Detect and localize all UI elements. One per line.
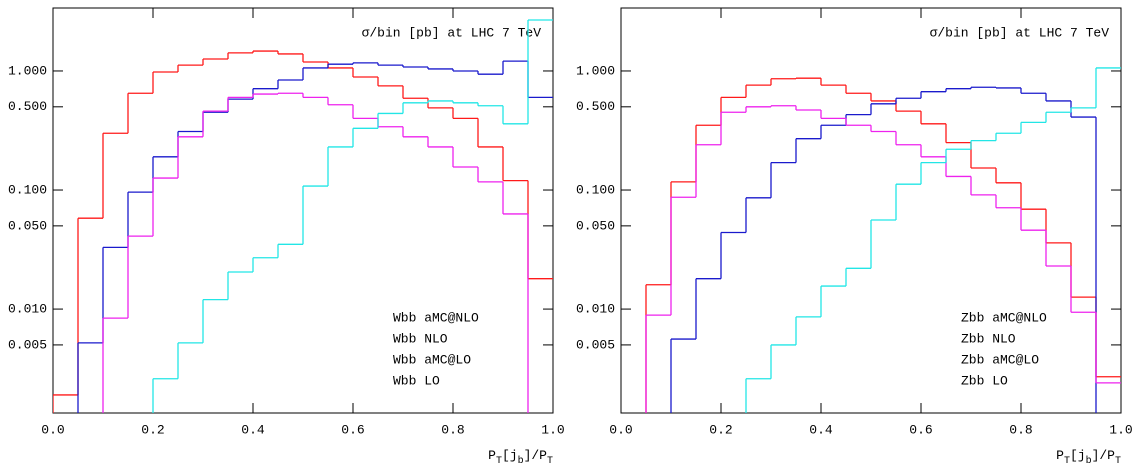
- x-tick-label: 0.6: [909, 422, 932, 437]
- x-tick-label: 0.0: [609, 422, 632, 437]
- x-tick-label: 0.2: [709, 422, 732, 437]
- y-tick-label: 0.500: [8, 99, 47, 114]
- x-axis-label-part: P: [1056, 448, 1064, 463]
- y-tick-label: 0.010: [8, 302, 47, 317]
- y-tick-label: 0.005: [8, 337, 47, 352]
- y-tick-label: 0.050: [576, 218, 615, 233]
- x-axis-label-part: ]/P: [1092, 448, 1116, 463]
- x-axis-label: PT[jb]/PT: [1056, 448, 1121, 465]
- x-axis-label: PT[jb]/PT: [488, 448, 553, 465]
- x-axis-label-part: T: [547, 456, 553, 465]
- y-tick-label: 0.010: [576, 302, 615, 317]
- x-axis-label-part: T: [1064, 456, 1070, 465]
- plot-frame: [52, 7, 554, 414]
- y-tick-label: 0.005: [576, 337, 615, 352]
- x-axis-label-part: ]/P: [524, 448, 548, 463]
- x-axis-label-part: [j: [1070, 448, 1086, 463]
- x-tick-label: 0.8: [1009, 422, 1032, 437]
- plot-frame: [620, 7, 1122, 414]
- data-layer: [53, 19, 553, 413]
- x-tick-label: 0.0: [41, 422, 64, 437]
- x-tick-label: 0.4: [809, 422, 833, 437]
- legend-entry: Zbb aMC@NLO: [961, 310, 1047, 325]
- x-axis-label-part: b: [518, 455, 524, 465]
- legend-entry: Wbb NLO: [393, 331, 448, 346]
- legend-entry: Wbb aMC@LO: [393, 352, 471, 367]
- x-tick-label: 0.2: [141, 422, 164, 437]
- legend-entry: Zbb LO: [961, 373, 1008, 388]
- y-tick-label: 0.100: [8, 182, 47, 197]
- data-layer: [645, 67, 1121, 413]
- x-axis-label-part: P: [488, 448, 496, 463]
- y-tick-label: 1.000: [576, 63, 615, 78]
- x-tick-label: 0.4: [241, 422, 265, 437]
- x-tick-label: 1.0: [1109, 422, 1132, 437]
- x-axis-label-part: [j: [502, 448, 518, 463]
- x-axis-label-part: T: [496, 456, 502, 465]
- y-tick-label: 1.000: [8, 63, 47, 78]
- x-axis-label-part: b: [1086, 455, 1092, 465]
- x-axis-label-part: T: [1115, 456, 1121, 465]
- legend-entry: Zbb aMC@LO: [961, 352, 1039, 367]
- panel: 0.0 0.2 0.4 0.6 0.8 1.0 0.005 0.010 0.050 0.100 0.…: [576, 7, 1133, 465]
- y-tick-label: 0.500: [576, 99, 615, 114]
- x-tick-label: 0.6: [341, 422, 364, 437]
- panel: 0.0 0.2 0.4 0.6 0.8 1.0 0.005 0.010 0.050 0.100 0.…: [8, 7, 565, 465]
- x-tick-label: 1.0: [541, 422, 564, 437]
- legend-entry: Wbb LO: [393, 373, 440, 388]
- annotation: σ/bin [pb] at LHC 7 TeV: [362, 25, 542, 40]
- legend-entry: Zbb NLO: [961, 331, 1016, 346]
- annotation: σ/bin [pb] at LHC 7 TeV: [930, 25, 1110, 40]
- x-tick-label: 0.8: [441, 422, 464, 437]
- y-tick-label: 0.100: [576, 182, 615, 197]
- legend-entry: Wbb aMC@NLO: [393, 310, 479, 325]
- y-tick-label: 0.050: [8, 218, 47, 233]
